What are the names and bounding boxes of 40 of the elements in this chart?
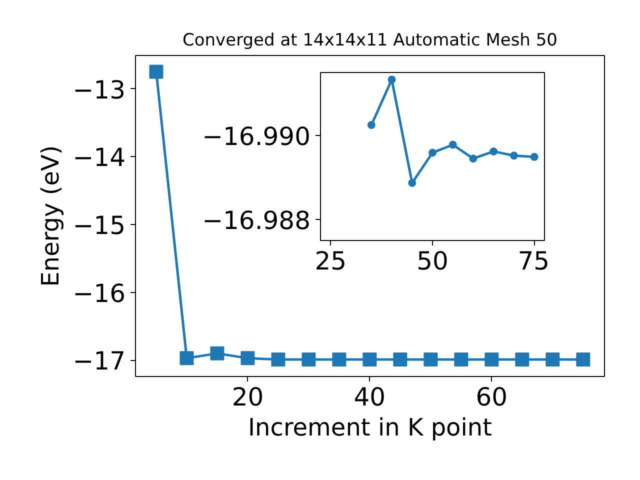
point — [408, 178, 416, 187]
point — [424, 352, 438, 367]
x-tick-label: 20 — [232, 382, 264, 412]
point — [454, 352, 468, 367]
point — [210, 346, 224, 360]
x-axis-title: Increment in K point — [248, 414, 492, 442]
y-tick-label: −16.988 — [202, 206, 311, 235]
x-tick-label: 40 — [354, 382, 386, 412]
point — [271, 352, 286, 367]
point — [490, 147, 498, 156]
y-axis-title: Energy (eV) — [36, 145, 65, 287]
y-tick-label: −14 — [72, 143, 126, 172]
point — [367, 121, 376, 129]
point — [393, 352, 408, 367]
y-tick-label: −16.990 — [202, 122, 311, 151]
point — [149, 64, 164, 79]
point — [362, 352, 377, 367]
point — [428, 148, 436, 157]
point — [448, 140, 457, 149]
point — [530, 152, 538, 161]
point — [515, 352, 530, 367]
point — [484, 352, 499, 367]
point — [388, 76, 396, 84]
point — [302, 352, 316, 367]
y-tick-label: −15 — [72, 210, 126, 240]
point — [546, 352, 560, 367]
y-tick-label: −13 — [72, 75, 126, 104]
x-tick-label: 50 — [416, 246, 448, 276]
y-tick-label: −17 — [72, 346, 126, 376]
point — [576, 352, 590, 367]
chart-title: Converged at 14x14x11 Automatic Mesh 50 — [182, 30, 558, 50]
point — [332, 352, 346, 367]
x-tick-label: 25 — [314, 246, 347, 276]
x-tick-label: 75 — [518, 246, 550, 276]
point — [240, 351, 255, 366]
x-tick-label: 60 — [476, 382, 508, 412]
point — [180, 351, 194, 366]
point — [510, 152, 518, 160]
point — [469, 154, 478, 163]
y-tick-label: −16 — [72, 278, 126, 308]
